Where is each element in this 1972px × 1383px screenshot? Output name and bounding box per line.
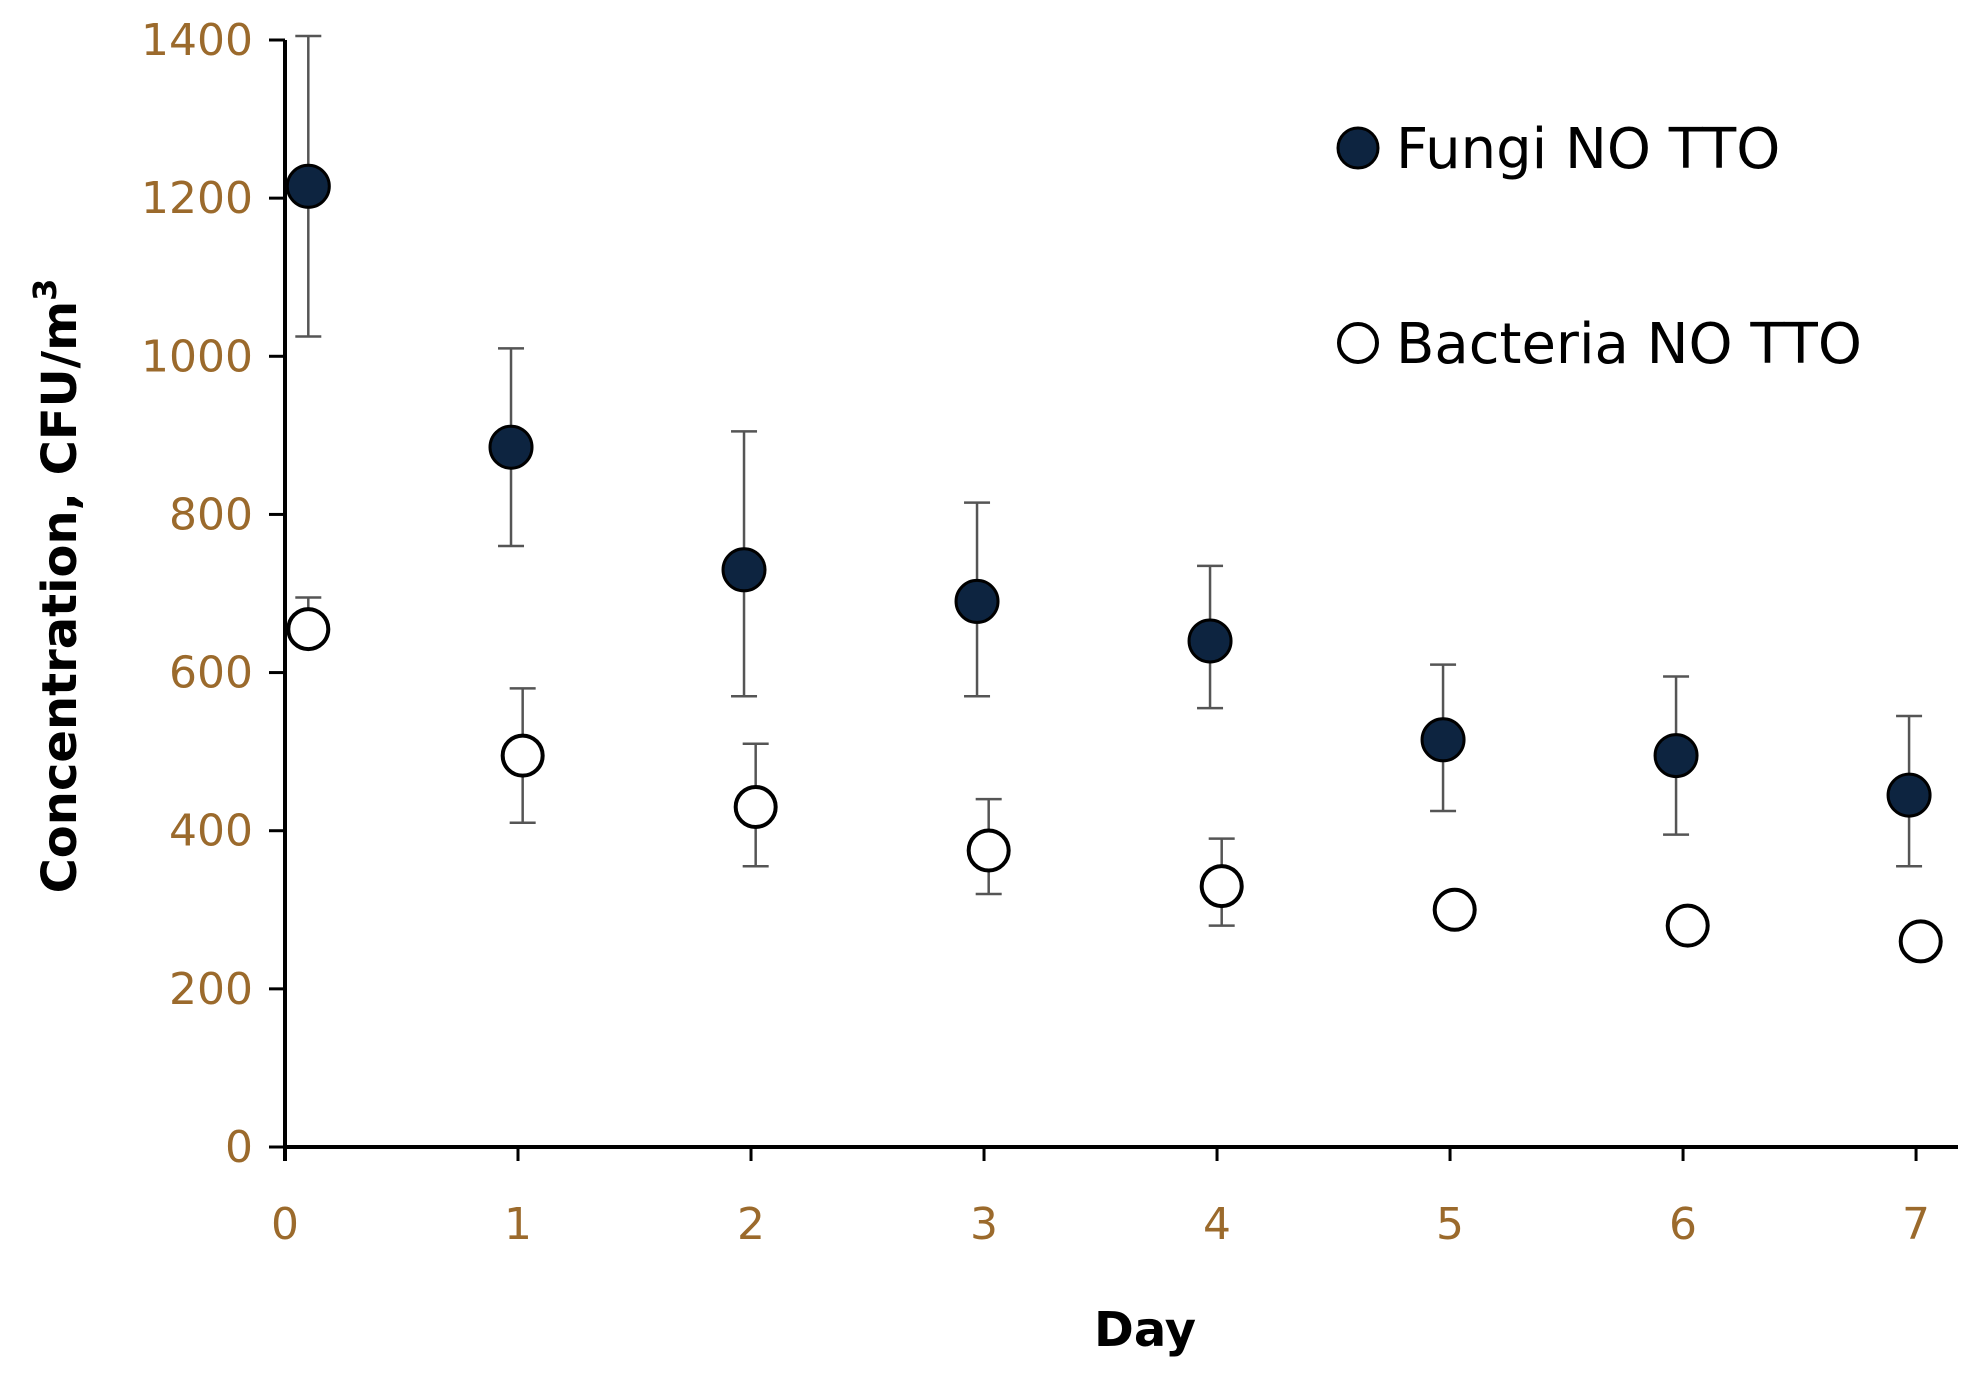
- point-bacteria: [1432, 887, 1477, 932]
- x-tick-label: 7: [1902, 1199, 1930, 1250]
- legend-label-bacteria: Bacteria NO TTO: [1396, 312, 1862, 377]
- point-fungi: [1187, 618, 1233, 664]
- legend-marker-bacteria: [1337, 322, 1379, 364]
- point-fungi: [1886, 772, 1932, 818]
- data-points: [285, 163, 1943, 964]
- legend: Fungi NO TTO Bacteria NO TTO: [1336, 117, 1862, 377]
- x-tick-label: 5: [1436, 1199, 1464, 1250]
- x-axis-title: Day: [1094, 1302, 1196, 1358]
- point-bacteria: [733, 784, 778, 829]
- point-fungi: [285, 163, 331, 209]
- x-tick-label: 4: [1203, 1199, 1231, 1250]
- point-bacteria: [1898, 919, 1943, 964]
- point-bacteria: [500, 733, 545, 778]
- y-tick-label: 200: [169, 964, 253, 1015]
- legend-item-fungi: Fungi NO TTO: [1336, 117, 1780, 182]
- y-axis-title: Concentration, CFU/m3: [26, 279, 88, 894]
- y-tick-label: 1000: [141, 331, 253, 382]
- y-tick-label: 400: [169, 806, 253, 857]
- x-tick-label: 2: [737, 1199, 765, 1250]
- y-tick-label: 0: [225, 1122, 253, 1173]
- point-fungi: [721, 547, 767, 593]
- y-tick-label: 600: [169, 648, 253, 699]
- legend-item-bacteria: Bacteria NO TTO: [1337, 312, 1862, 377]
- point-bacteria: [1665, 903, 1710, 948]
- legend-marker-fungi: [1336, 126, 1380, 170]
- y-tick-label: 800: [169, 489, 253, 540]
- x-tick-label: 3: [970, 1199, 998, 1250]
- y-axis-title-main: Concentration, CFU/m: [32, 301, 88, 894]
- point-bacteria: [286, 607, 331, 652]
- y-ticks: 0 200 400 600 800 1000 1200 1400: [141, 15, 285, 1173]
- x-ticks: 0 1 2 3 4 5 6 7: [271, 1147, 1930, 1250]
- axes: [283, 40, 1958, 1161]
- x-tick-label: 6: [1669, 1199, 1697, 1250]
- x-tick-label: 1: [504, 1199, 532, 1250]
- point-bacteria: [966, 828, 1011, 873]
- y-tick-label: 1200: [141, 173, 253, 224]
- point-fungi: [1420, 717, 1466, 763]
- point-fungi: [488, 424, 534, 470]
- x-tick-label: 0: [271, 1199, 299, 1250]
- point-fungi: [954, 578, 1000, 624]
- point-bacteria: [1199, 864, 1244, 909]
- legend-label-fungi: Fungi NO TTO: [1396, 117, 1780, 182]
- point-fungi: [1653, 733, 1699, 779]
- y-axis-title-superscript: 3: [26, 279, 64, 301]
- y-tick-label: 1400: [141, 15, 253, 66]
